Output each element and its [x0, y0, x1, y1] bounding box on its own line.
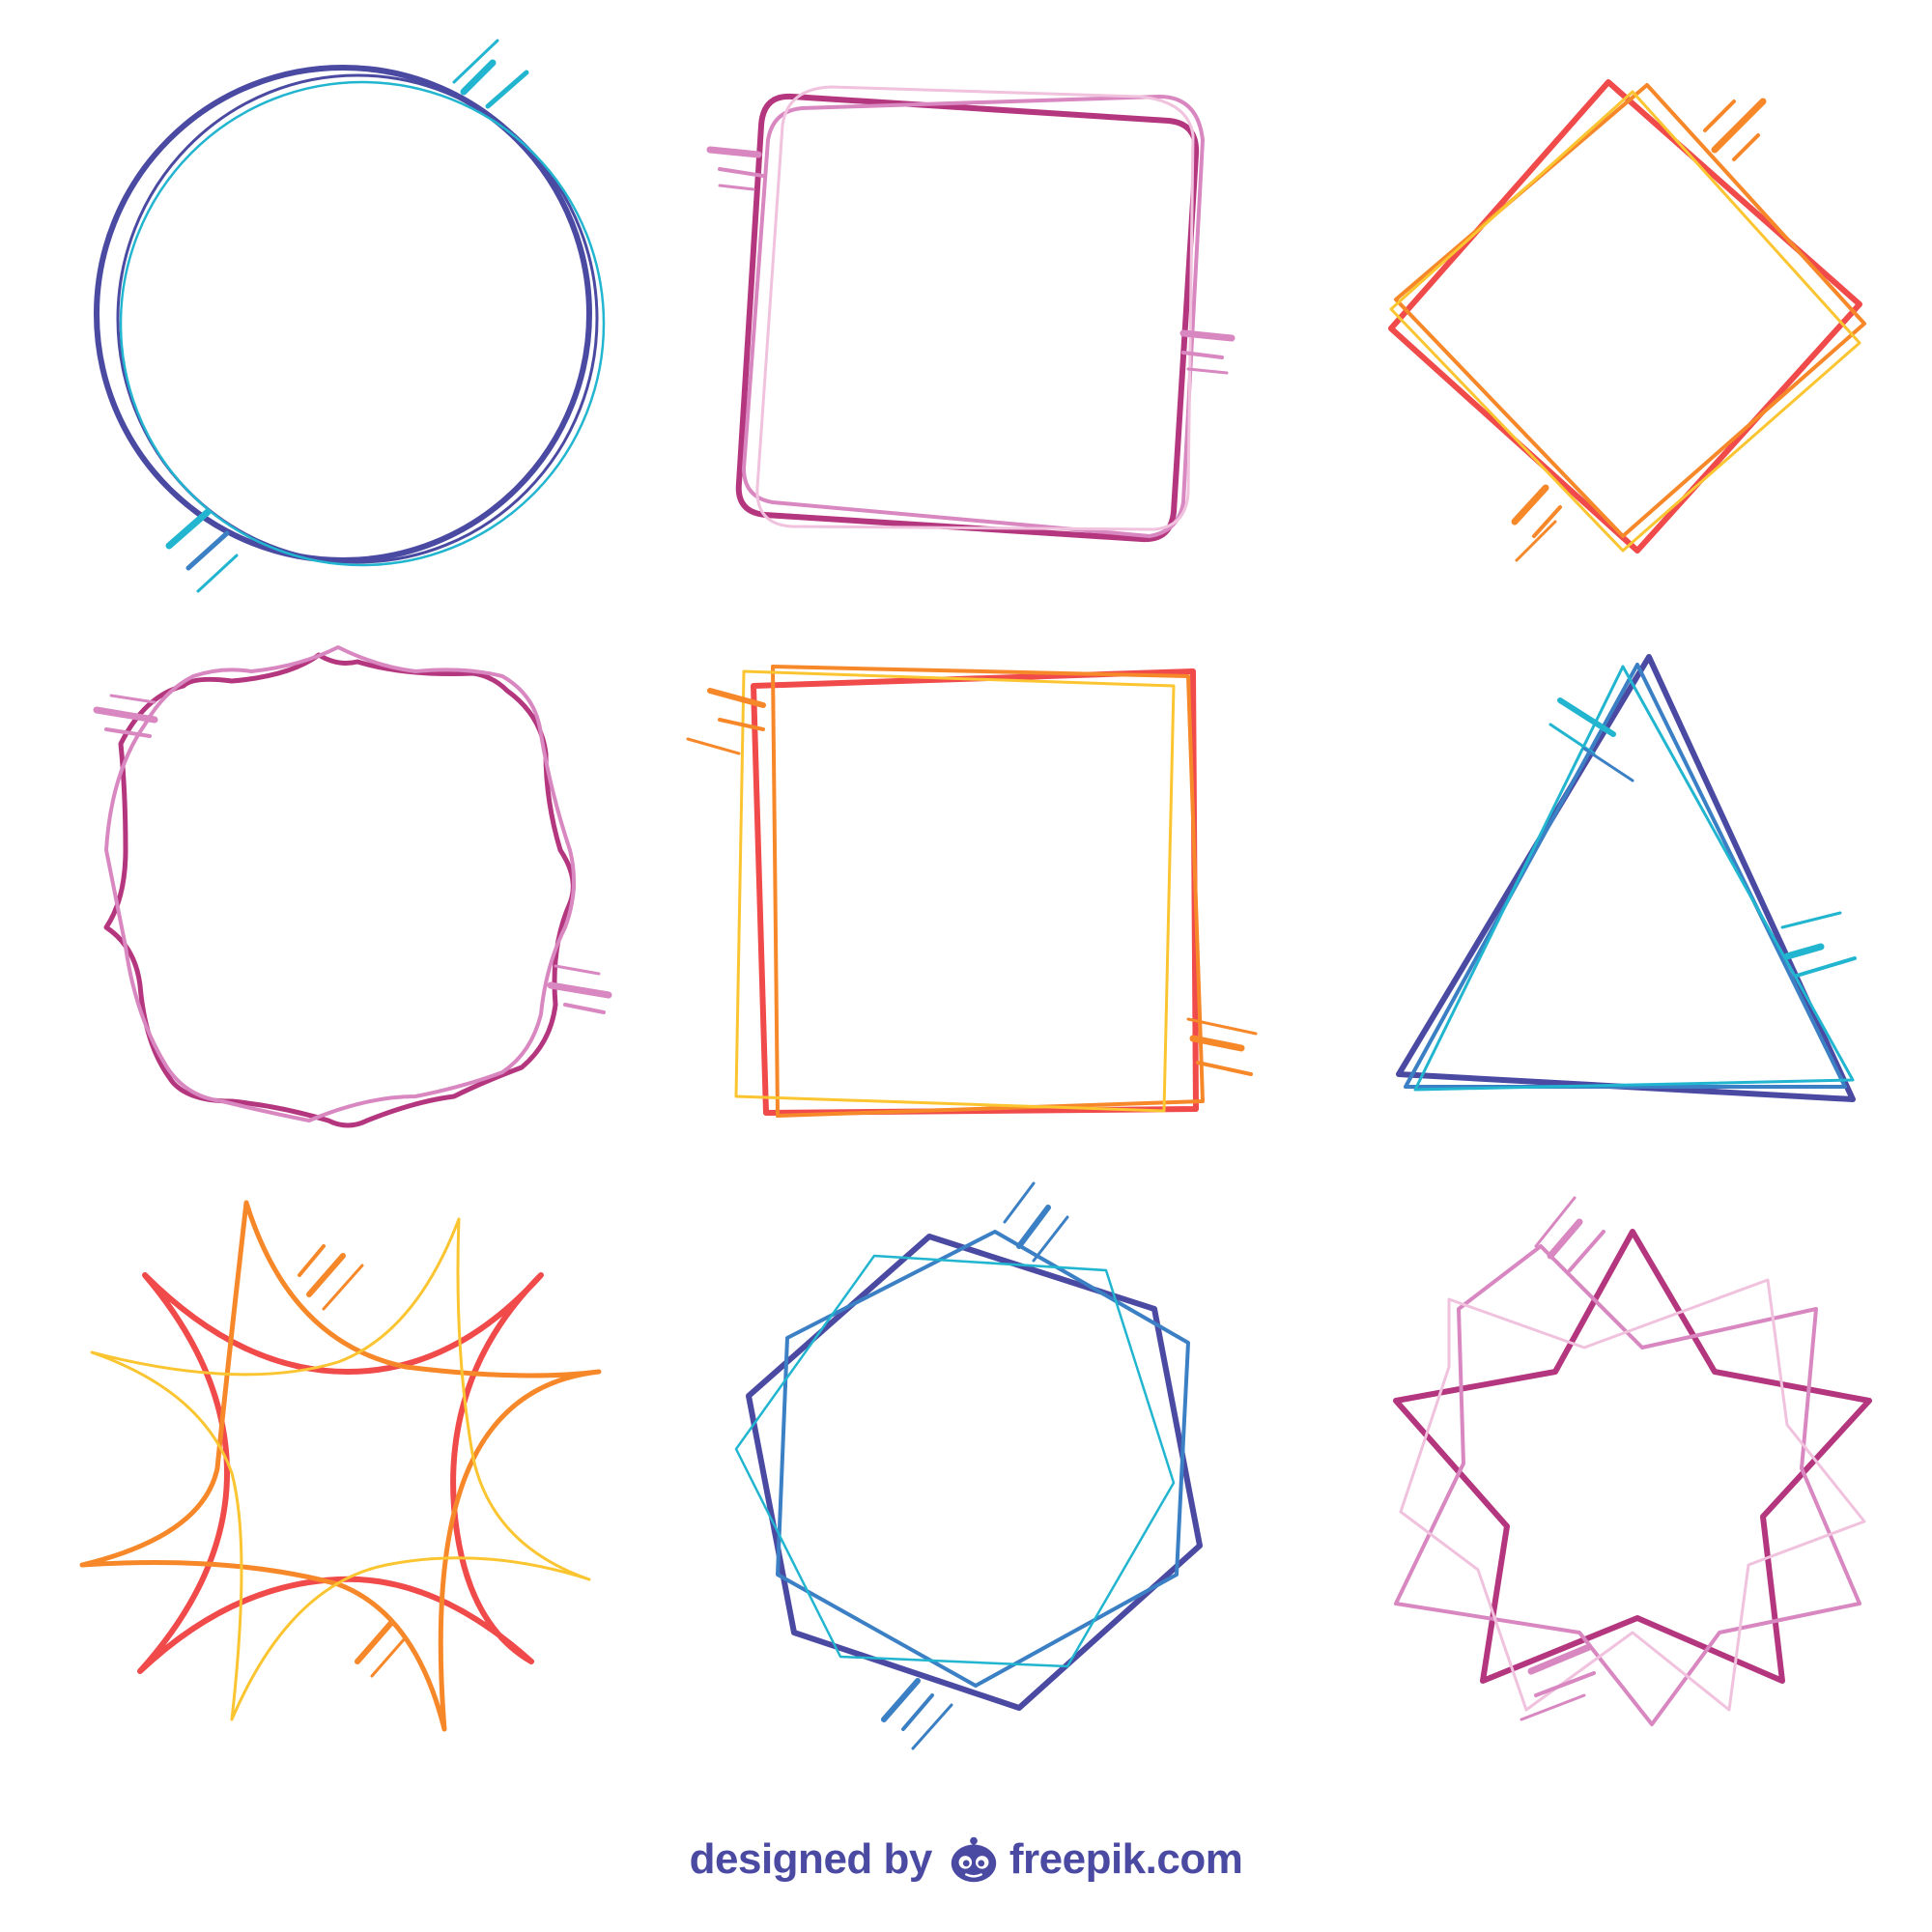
diamond-frame: [1388, 79, 1866, 562]
square-frame-accents: [686, 688, 1258, 1076]
credit-prefix: designed by: [689, 1835, 933, 1883]
circle-frame: [94, 39, 606, 593]
hexagon-accents: [881, 1181, 1069, 1750]
rounded-square-accents: [706, 146, 1236, 375]
credit-brand: freepik.com: [1009, 1835, 1243, 1883]
triangle-accents: [1548, 697, 1857, 978]
triangle-frame: [1396, 654, 1857, 1102]
diamond-accents: [1511, 98, 1767, 562]
square-frame: [686, 665, 1258, 1118]
circle-frame-accents: [165, 39, 529, 593]
ornate-frame: [93, 645, 612, 1128]
starburst-accents: [298, 1244, 408, 1678]
freepik-credit[interactable]: designed by freepik.com: [0, 1826, 1932, 1893]
rounded-square-frame: [706, 85, 1236, 543]
ornate-accents: [93, 694, 612, 1014]
starburst-frame: [79, 1200, 602, 1732]
hexagon-frame: [734, 1181, 1203, 1750]
star-frame-accents: [1520, 1196, 1605, 1721]
star-frame: [1393, 1196, 1872, 1726]
freepik-logo-icon: [951, 1836, 997, 1883]
